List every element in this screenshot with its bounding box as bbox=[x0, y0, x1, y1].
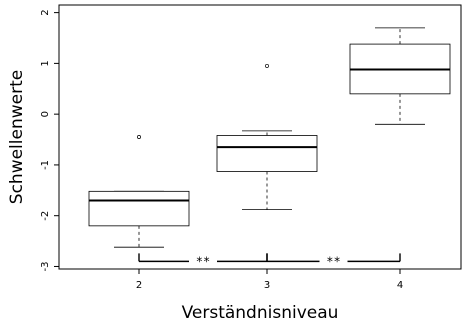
box-iqr bbox=[88, 190, 190, 227]
significance-3-4: ** bbox=[266, 253, 401, 268]
y-axis-title: Schwellenwerte bbox=[7, 70, 27, 204]
box-2 bbox=[88, 135, 190, 248]
y-tick-label: -1 bbox=[40, 160, 51, 170]
y-axis: -3 -2 -1 0 1 2 bbox=[40, 9, 59, 271]
x-tick-label: 4 bbox=[397, 280, 403, 291]
plot-frame bbox=[58, 4, 462, 270]
y-tick-label: -2 bbox=[40, 211, 51, 221]
box-iqr bbox=[216, 135, 318, 172]
x-axis-title: Verständnisniveau bbox=[182, 303, 339, 323]
x-axis: 2 3 4 bbox=[136, 269, 403, 291]
x-tick-label: 2 bbox=[136, 280, 142, 291]
y-tick-label: 0 bbox=[40, 111, 51, 117]
plot-border bbox=[58, 4, 462, 270]
x-tick-label: 3 bbox=[264, 280, 270, 291]
significance-brackets: ** ** bbox=[138, 253, 401, 268]
box-4 bbox=[349, 27, 451, 125]
box-3 bbox=[216, 63, 318, 211]
outlier-point bbox=[137, 135, 141, 139]
y-tick-label: 2 bbox=[40, 9, 51, 15]
significance-label: ** bbox=[326, 254, 340, 268]
outlier-point bbox=[265, 63, 269, 68]
y-tick-label: -3 bbox=[40, 261, 51, 271]
significance-label: ** bbox=[196, 254, 210, 268]
boxes bbox=[88, 27, 451, 248]
significance-2-3: ** bbox=[138, 253, 268, 268]
y-tick-label: 1 bbox=[40, 60, 51, 66]
